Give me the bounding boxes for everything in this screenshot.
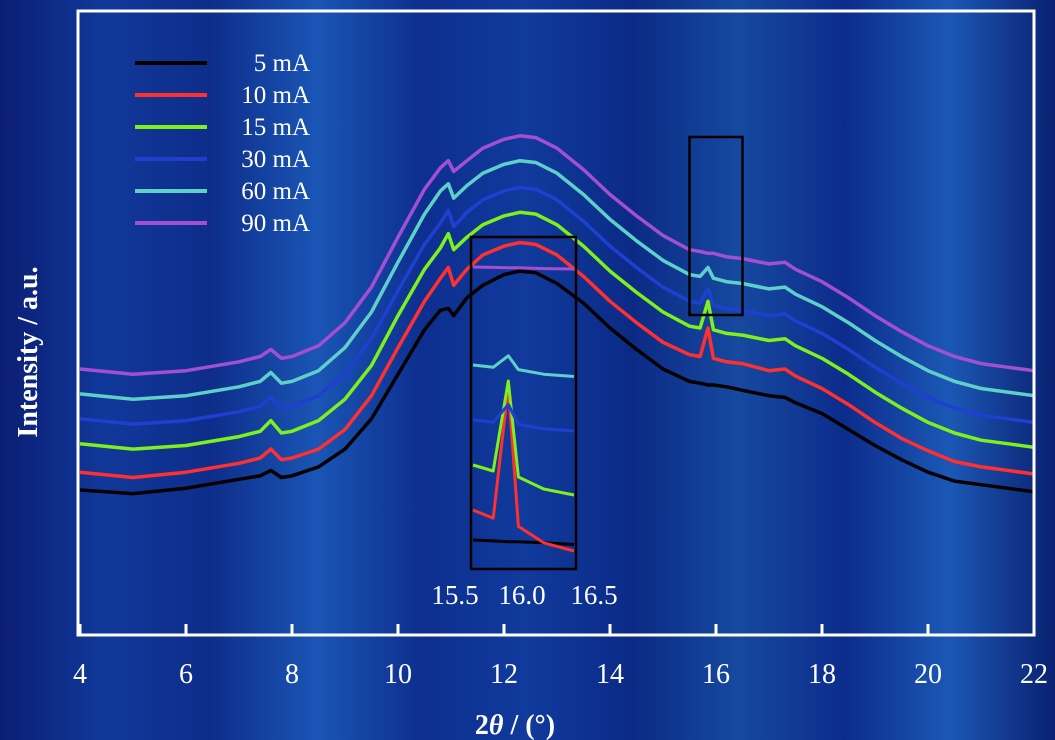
inset-series-line-6 [472,265,575,271]
y-axis-title: Intensity / a.u. [13,266,44,437]
x-tick-label-16: 16 [702,659,730,690]
x-tick-label-8: 8 [285,659,299,690]
x-axis-title: 2θ / (°) [475,710,555,740]
inset-series-line-2 [472,385,575,553]
series-line-4 [79,185,1035,426]
series-line-1 [79,269,1035,496]
legend-label-5: 60 mA [241,178,310,205]
inset-series-layer [472,265,575,553]
inset-series-line-3 [472,379,575,497]
legend-label-3: 15 mA [241,114,310,141]
x-axis-title-unit: / (°) [503,710,555,740]
zoom-region-box [688,135,744,317]
x-tick-label-18: 18 [808,659,836,690]
inset-tick-label-2: 16.0 [498,580,545,610]
inset-series-line-5 [472,354,575,378]
x-tick-label-6: 6 [179,659,193,690]
x-axis-title-prefix: 2 [475,710,489,740]
series-line-5 [79,158,1035,401]
inset-frame [469,235,578,571]
inset-tick-label-3: 16.5 [570,580,617,610]
inset-tick-label-1: 15.5 [431,580,478,610]
x-axis-ticks: 4 6 8 10 12 14 16 18 20 22 [73,624,1048,690]
x-axis-title-theta: θ [489,710,504,740]
series-line-2 [79,240,1035,480]
inset-series-line-1 [472,538,575,546]
x-tick-label-14: 14 [596,659,624,690]
plot-frame [76,9,1036,637]
inset-panel: 15.5 16.0 16.5 [431,235,618,610]
legend-label-6: 90 mA [241,210,310,237]
inset-series-line-4 [472,403,575,433]
x-tick-label-22: 22 [1020,659,1048,690]
legend-label-4: 30 mA [241,146,310,173]
x-tick-label-10: 10 [384,659,412,690]
x-tick-label-4: 4 [73,659,87,690]
series-line-3 [79,210,1035,451]
series-line-6 [79,134,1035,377]
legend-label-2: 10 mA [241,82,310,109]
legend-label-1: 5 mA [254,50,310,77]
series-layer [79,134,1035,496]
x-tick-label-12: 12 [490,659,518,690]
legend: 5 mA 10 mA 15 mA 30 mA 60 mA 90 mA [135,50,310,237]
x-tick-label-20: 20 [914,659,942,690]
